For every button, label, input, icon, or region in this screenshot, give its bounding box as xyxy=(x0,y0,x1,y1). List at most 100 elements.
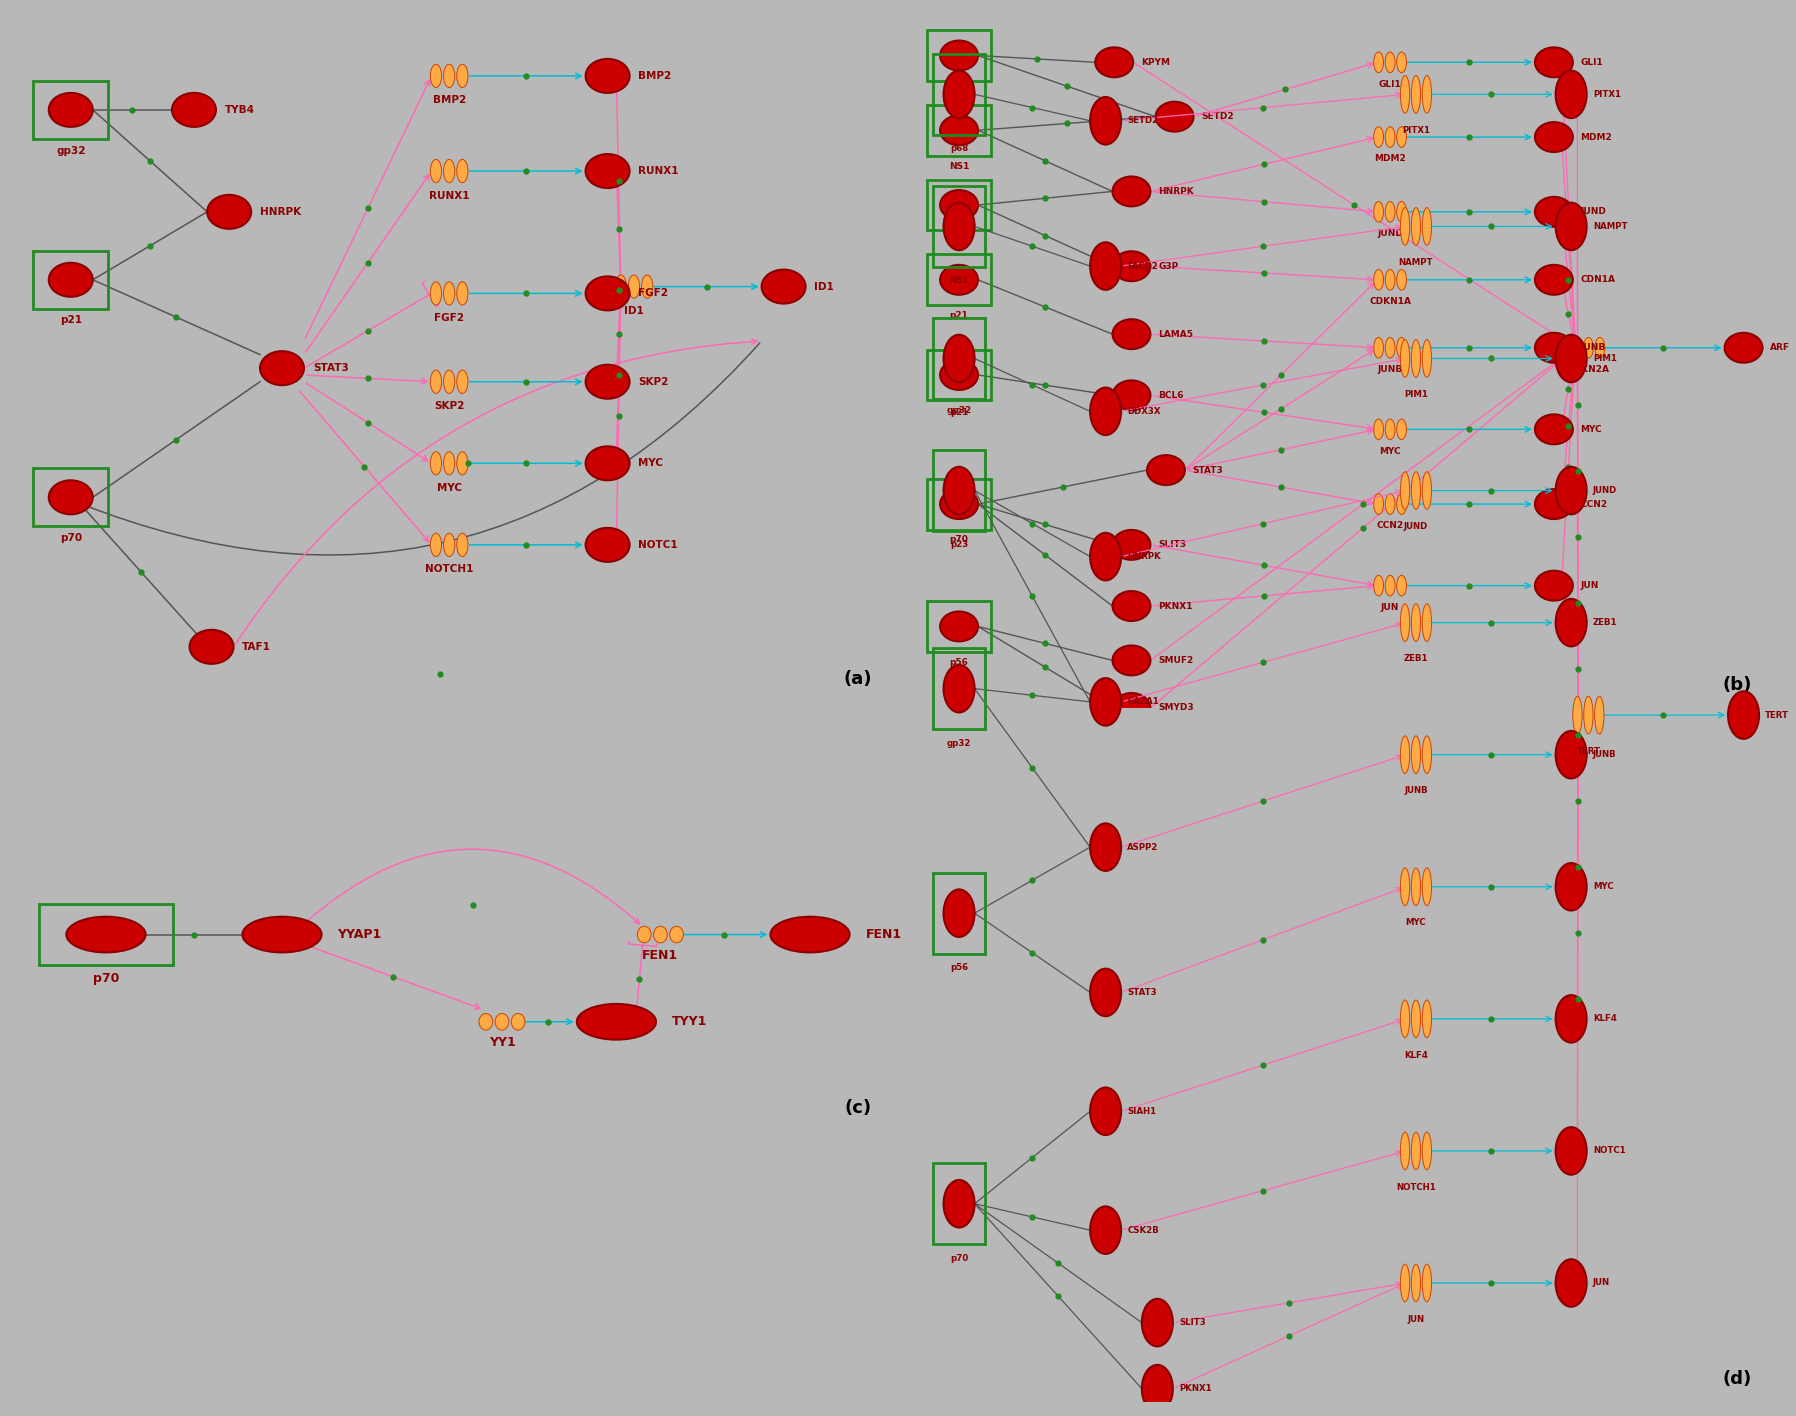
Circle shape xyxy=(943,666,975,712)
Circle shape xyxy=(242,916,321,953)
Text: HNRPK: HNRPK xyxy=(260,207,302,217)
Bar xyxy=(927,600,991,651)
Circle shape xyxy=(1555,862,1586,910)
Circle shape xyxy=(1112,530,1151,559)
Ellipse shape xyxy=(1397,419,1406,439)
Ellipse shape xyxy=(1422,868,1431,906)
Ellipse shape xyxy=(1385,419,1395,439)
Ellipse shape xyxy=(444,370,454,394)
Text: STAT3: STAT3 xyxy=(313,362,348,374)
Circle shape xyxy=(939,360,979,389)
Bar xyxy=(927,105,991,156)
Circle shape xyxy=(1536,489,1573,520)
Ellipse shape xyxy=(638,926,652,943)
Text: ZEB1: ZEB1 xyxy=(1404,654,1428,663)
Circle shape xyxy=(1555,995,1586,1042)
Text: SKP2: SKP2 xyxy=(435,401,465,411)
Circle shape xyxy=(48,93,93,127)
Ellipse shape xyxy=(1374,575,1383,596)
Ellipse shape xyxy=(1595,337,1606,358)
Text: TAF1: TAF1 xyxy=(242,641,271,651)
Circle shape xyxy=(1112,319,1151,350)
Text: FGF2: FGF2 xyxy=(435,313,463,323)
Text: JUNB: JUNB xyxy=(1404,786,1428,796)
Ellipse shape xyxy=(1385,575,1395,596)
Circle shape xyxy=(1555,1259,1586,1307)
Ellipse shape xyxy=(1374,269,1383,290)
Text: ID1: ID1 xyxy=(814,282,833,292)
Bar xyxy=(927,30,991,81)
Text: G3P: G3P xyxy=(1158,262,1178,270)
Ellipse shape xyxy=(1401,736,1410,773)
Circle shape xyxy=(1555,202,1586,251)
Text: p70: p70 xyxy=(93,971,119,986)
Circle shape xyxy=(1555,467,1586,514)
Text: NS1: NS1 xyxy=(950,276,968,286)
Text: CCN2: CCN2 xyxy=(1580,500,1607,508)
Text: KLF4: KLF4 xyxy=(1593,1014,1616,1024)
Ellipse shape xyxy=(1422,603,1431,641)
Circle shape xyxy=(66,916,145,953)
Ellipse shape xyxy=(1374,419,1383,439)
Text: ID1: ID1 xyxy=(625,306,643,316)
Circle shape xyxy=(1112,590,1151,622)
Text: MYC: MYC xyxy=(436,483,462,493)
Text: MYC: MYC xyxy=(1593,882,1613,891)
Ellipse shape xyxy=(1385,494,1395,514)
Ellipse shape xyxy=(1397,337,1406,358)
Text: JUND: JUND xyxy=(1593,486,1616,496)
Circle shape xyxy=(48,480,93,514)
Ellipse shape xyxy=(1422,1000,1431,1038)
Bar xyxy=(932,54,986,135)
Circle shape xyxy=(1555,1127,1586,1175)
Text: MYC: MYC xyxy=(638,459,663,469)
Ellipse shape xyxy=(1401,868,1410,906)
Ellipse shape xyxy=(512,1014,524,1029)
Text: ASPP2: ASPP2 xyxy=(1128,843,1158,851)
Text: BMP2: BMP2 xyxy=(433,95,465,105)
Circle shape xyxy=(1555,731,1586,779)
Circle shape xyxy=(1090,532,1121,581)
Ellipse shape xyxy=(1422,1264,1431,1301)
Text: LAMA5: LAMA5 xyxy=(1158,330,1193,338)
Text: CSK2B: CSK2B xyxy=(1128,1226,1158,1235)
Ellipse shape xyxy=(1422,208,1431,245)
Ellipse shape xyxy=(1412,1131,1421,1170)
Text: JUND: JUND xyxy=(1378,229,1403,238)
Text: MYC: MYC xyxy=(1406,919,1426,927)
Text: PITX1: PITX1 xyxy=(1593,89,1620,99)
Text: SETD2: SETD2 xyxy=(1128,116,1158,125)
Circle shape xyxy=(585,446,630,480)
Ellipse shape xyxy=(1412,208,1421,245)
Ellipse shape xyxy=(480,1014,492,1029)
Ellipse shape xyxy=(1385,201,1395,222)
Text: ZEB1: ZEB1 xyxy=(1593,619,1618,627)
Ellipse shape xyxy=(1397,269,1406,290)
Ellipse shape xyxy=(444,452,454,474)
Text: p56: p56 xyxy=(950,658,968,667)
Text: GLI1: GLI1 xyxy=(1580,58,1604,67)
Text: FEN1: FEN1 xyxy=(643,949,679,961)
Ellipse shape xyxy=(431,452,442,474)
Text: NS1: NS1 xyxy=(948,161,970,171)
Circle shape xyxy=(1555,334,1586,382)
Ellipse shape xyxy=(1412,340,1421,377)
Text: HNRPK: HNRPK xyxy=(1128,552,1160,561)
Ellipse shape xyxy=(431,160,442,183)
Text: PIM1: PIM1 xyxy=(1593,354,1616,362)
Ellipse shape xyxy=(1412,1000,1421,1038)
Text: JUN: JUN xyxy=(1580,581,1598,590)
Bar xyxy=(40,905,172,964)
Text: PIM1: PIM1 xyxy=(1404,391,1428,399)
Circle shape xyxy=(1536,47,1573,78)
Ellipse shape xyxy=(456,64,469,88)
Text: (a): (a) xyxy=(842,670,871,688)
Ellipse shape xyxy=(1401,1264,1410,1301)
Bar xyxy=(34,81,108,139)
Text: (b): (b) xyxy=(1722,677,1753,694)
Text: p21: p21 xyxy=(950,408,968,418)
Ellipse shape xyxy=(1397,127,1406,147)
Text: JUN: JUN xyxy=(1408,1314,1424,1324)
Circle shape xyxy=(1536,122,1573,152)
Text: SKP2: SKP2 xyxy=(638,377,668,387)
